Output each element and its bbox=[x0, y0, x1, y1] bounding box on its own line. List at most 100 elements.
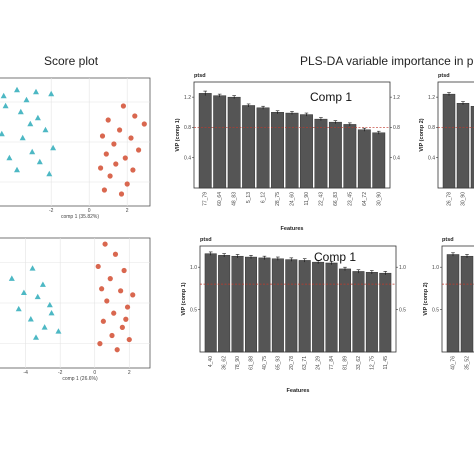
right-tick-label: 1.0 bbox=[399, 265, 406, 271]
triangle-point bbox=[6, 154, 13, 161]
circle-point bbox=[111, 141, 117, 147]
feature-tick-label: 26_78 bbox=[447, 192, 453, 206]
triangle-point bbox=[14, 86, 20, 93]
vip-bar bbox=[198, 93, 212, 189]
vip-bar bbox=[285, 112, 299, 189]
right-tick-label: 0.8 bbox=[393, 125, 400, 131]
feature-tick-label: 65_93 bbox=[275, 356, 281, 370]
y-tick-label: 1.2 bbox=[184, 95, 191, 101]
panel-tag: ptsd bbox=[200, 237, 212, 243]
triangle-point bbox=[20, 289, 27, 296]
vip-bar bbox=[325, 262, 338, 353]
x-axis-label: comp 1 (26.6%) bbox=[62, 376, 98, 382]
right-tick-label: 0.4 bbox=[393, 156, 400, 162]
feature-tick-label: 48_83 bbox=[232, 192, 238, 206]
y-tick-label: 0.4 bbox=[184, 156, 191, 162]
feature-tick-label: 22_43 bbox=[318, 192, 324, 206]
triangle-point bbox=[33, 334, 39, 340]
circle-point bbox=[101, 187, 107, 193]
circle-point bbox=[124, 304, 131, 310]
vip-bar bbox=[339, 268, 351, 353]
triangle-point bbox=[34, 114, 41, 121]
right-tick-label: 0.5 bbox=[399, 307, 406, 313]
vip-bar bbox=[379, 272, 392, 353]
circle-point bbox=[118, 288, 124, 294]
component-label: Comp 1 bbox=[310, 90, 352, 104]
triangle-point bbox=[33, 88, 39, 95]
vip-bar bbox=[218, 255, 231, 353]
circle-point bbox=[102, 241, 108, 247]
circle-point bbox=[103, 151, 109, 157]
vip-bar bbox=[285, 259, 298, 353]
vip-bar bbox=[372, 132, 386, 189]
feature-tick-label: 30_90 bbox=[461, 192, 467, 206]
circle-point bbox=[124, 181, 130, 187]
circle-point bbox=[107, 173, 113, 179]
circle-point bbox=[119, 324, 125, 330]
feature-tick-label: 5_13 bbox=[246, 192, 252, 203]
circle-point bbox=[109, 332, 115, 339]
feature-tick-label: 28_75 bbox=[275, 192, 281, 206]
triangle-point bbox=[46, 301, 53, 308]
circle-point bbox=[95, 263, 101, 270]
triangle-point bbox=[50, 144, 57, 151]
feature-tick-label: 30_90 bbox=[376, 192, 382, 206]
triangle-point bbox=[8, 275, 15, 281]
circle-point bbox=[104, 298, 110, 304]
triangle-point bbox=[0, 130, 5, 137]
triangle-point bbox=[48, 309, 55, 316]
feature-tick-label: 81_89 bbox=[343, 356, 349, 370]
triangle-point bbox=[23, 96, 30, 103]
triangle-point bbox=[27, 120, 34, 127]
vip-bar bbox=[456, 102, 470, 189]
feature-tick-label: 40_75 bbox=[262, 356, 268, 370]
vip-bar bbox=[446, 254, 460, 353]
circle-point bbox=[121, 267, 127, 274]
triangle-point bbox=[27, 316, 34, 322]
triangle-point bbox=[2, 102, 9, 109]
circle-point bbox=[126, 336, 132, 343]
y-tick-label: 1.0 bbox=[190, 265, 197, 271]
feature-tick-label: 60_64 bbox=[217, 192, 223, 206]
circle-point bbox=[130, 292, 136, 298]
feature-tick-label: 4_40 bbox=[208, 356, 214, 367]
feature-tick-label: 23_45 bbox=[347, 192, 353, 206]
circle-point bbox=[99, 133, 106, 139]
vip-bar bbox=[256, 107, 270, 189]
y-tick-label: 1.2 bbox=[428, 95, 435, 101]
triangle-point bbox=[46, 170, 53, 177]
vip-bar bbox=[328, 121, 342, 189]
circle-point bbox=[128, 135, 134, 141]
feature-tick-label: 64_72 bbox=[362, 192, 368, 206]
x-tick-label: 2 bbox=[126, 208, 129, 214]
feature-tick-label: 11_45 bbox=[383, 356, 389, 370]
x-tick-label: 0 bbox=[93, 370, 96, 376]
circle-point bbox=[120, 103, 126, 109]
circle-point bbox=[113, 161, 119, 167]
circle-point bbox=[111, 310, 117, 316]
x-axis-label: comp 1 (35.82%) bbox=[61, 214, 99, 220]
feature-tick-label: 20_78 bbox=[289, 356, 295, 370]
vip-bar bbox=[352, 271, 365, 353]
score-plot-heading: Score plot bbox=[44, 54, 99, 68]
circle-point bbox=[132, 113, 138, 119]
feature-tick-label: 63_71 bbox=[302, 356, 308, 370]
vip-bar bbox=[298, 260, 311, 353]
circle-point bbox=[107, 276, 113, 282]
x-tick-label: 0 bbox=[88, 208, 91, 214]
triangle-point bbox=[42, 126, 49, 133]
feature-tick-label: 61_88 bbox=[249, 356, 255, 370]
vip-bar bbox=[312, 261, 325, 353]
vip-bar bbox=[357, 129, 371, 189]
y-axis-label: VIP (comp 2) bbox=[423, 282, 429, 315]
triangle-point bbox=[0, 92, 7, 99]
right-tick-label: 1.2 bbox=[393, 95, 400, 101]
x-axis-label: Features bbox=[287, 388, 310, 394]
circle-point bbox=[122, 155, 128, 161]
vip-bar bbox=[343, 124, 357, 189]
vip-bar bbox=[271, 112, 284, 189]
x-tick-label: 2 bbox=[128, 370, 131, 376]
vip-bar bbox=[271, 258, 284, 353]
feature-tick-label: 40_76 bbox=[451, 356, 457, 370]
feature-tick-label: 33_62 bbox=[356, 356, 362, 370]
